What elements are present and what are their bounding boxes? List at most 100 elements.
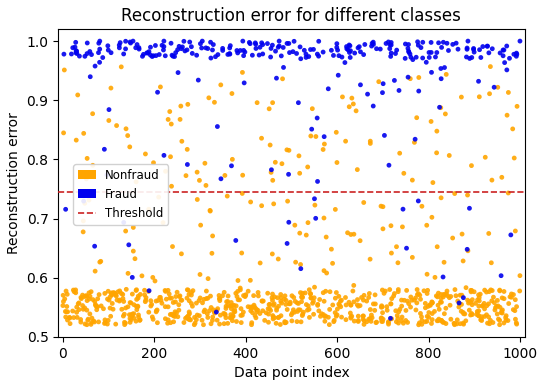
Nonfraud [415,320,424,326]
Fraud [294,99,303,106]
Nonfraud [295,230,304,236]
Nonfraud [107,291,116,298]
Nonfraud [482,289,491,295]
Nonfraud [130,301,138,308]
Nonfraud [128,313,136,319]
Fraud [404,41,413,48]
Nonfraud [293,319,301,325]
Nonfraud [468,302,476,308]
Nonfraud [236,285,245,291]
Fraud [413,39,422,45]
Nonfraud [360,321,368,327]
Nonfraud [304,303,313,309]
Fraud [258,41,267,48]
Fraud [161,53,169,59]
Nonfraud [482,303,491,309]
Nonfraud [354,303,363,309]
Nonfraud [509,291,518,298]
Nonfraud [185,298,193,304]
Nonfraud [423,290,432,296]
Nonfraud [433,294,442,300]
Fraud [337,54,346,60]
Nonfraud [298,294,306,300]
Fraud [459,295,468,301]
Nonfraud [306,133,315,139]
Nonfraud [226,303,235,309]
Nonfraud [287,312,296,318]
Nonfraud [319,312,328,318]
Nonfraud [474,292,483,298]
Nonfraud [132,179,141,185]
Nonfraud [112,293,120,299]
Fraud [422,59,431,65]
Nonfraud [331,310,340,316]
Nonfraud [437,317,446,324]
Nonfraud [428,310,437,317]
Fraud [313,51,322,57]
Nonfraud [466,312,475,318]
Nonfraud [264,319,273,325]
Nonfraud [136,291,144,298]
Nonfraud [422,318,431,324]
Nonfraud [294,300,303,307]
Nonfraud [322,234,331,240]
Nonfraud [208,317,217,324]
Nonfraud [353,166,362,173]
Nonfraud [129,248,138,254]
Nonfraud [290,309,299,315]
Y-axis label: Reconstruction error: Reconstruction error [7,112,21,254]
Nonfraud [302,232,311,238]
X-axis label: Data point index: Data point index [234,366,349,380]
Nonfraud [191,320,199,326]
Nonfraud [327,246,336,252]
Nonfraud [470,289,479,295]
Nonfraud [283,307,292,313]
Fraud [107,50,116,56]
Nonfraud [310,284,319,290]
Fraud [412,54,421,60]
Fraud [500,60,509,66]
Fraud [465,205,474,211]
Nonfraud [136,317,144,323]
Fraud [167,40,175,46]
Fraud [174,70,183,76]
Nonfraud [72,137,81,143]
Nonfraud [196,222,205,228]
Nonfraud [400,297,409,303]
Fraud [83,50,92,57]
Fraud [61,206,70,212]
Nonfraud [204,95,213,101]
Nonfraud [175,116,184,122]
Nonfraud [331,295,340,301]
Fraud [69,45,77,51]
Fraud [324,86,332,92]
Nonfraud [262,310,270,316]
Fraud [402,245,411,251]
Nonfraud [105,297,113,303]
Nonfraud [213,307,221,313]
Nonfraud [480,306,489,312]
Fraud [313,178,322,185]
Nonfraud [495,287,504,293]
Nonfraud [320,318,329,324]
Nonfraud [152,308,161,314]
Nonfraud [254,293,263,299]
Nonfraud [443,293,452,299]
Fraud [207,55,215,61]
Nonfraud [241,293,250,299]
Nonfraud [269,316,277,322]
Nonfraud [295,153,304,159]
Nonfraud [362,298,371,304]
Nonfraud [438,319,447,325]
Fraud [135,45,143,51]
Nonfraud [379,316,387,322]
Nonfraud [428,300,437,306]
Nonfraud [397,297,406,303]
Nonfraud [320,313,329,320]
Fraud [139,51,148,57]
Nonfraud [302,301,311,308]
Fraud [296,56,305,62]
Nonfraud [178,138,186,144]
Nonfraud [108,306,117,312]
Nonfraud [72,309,81,315]
